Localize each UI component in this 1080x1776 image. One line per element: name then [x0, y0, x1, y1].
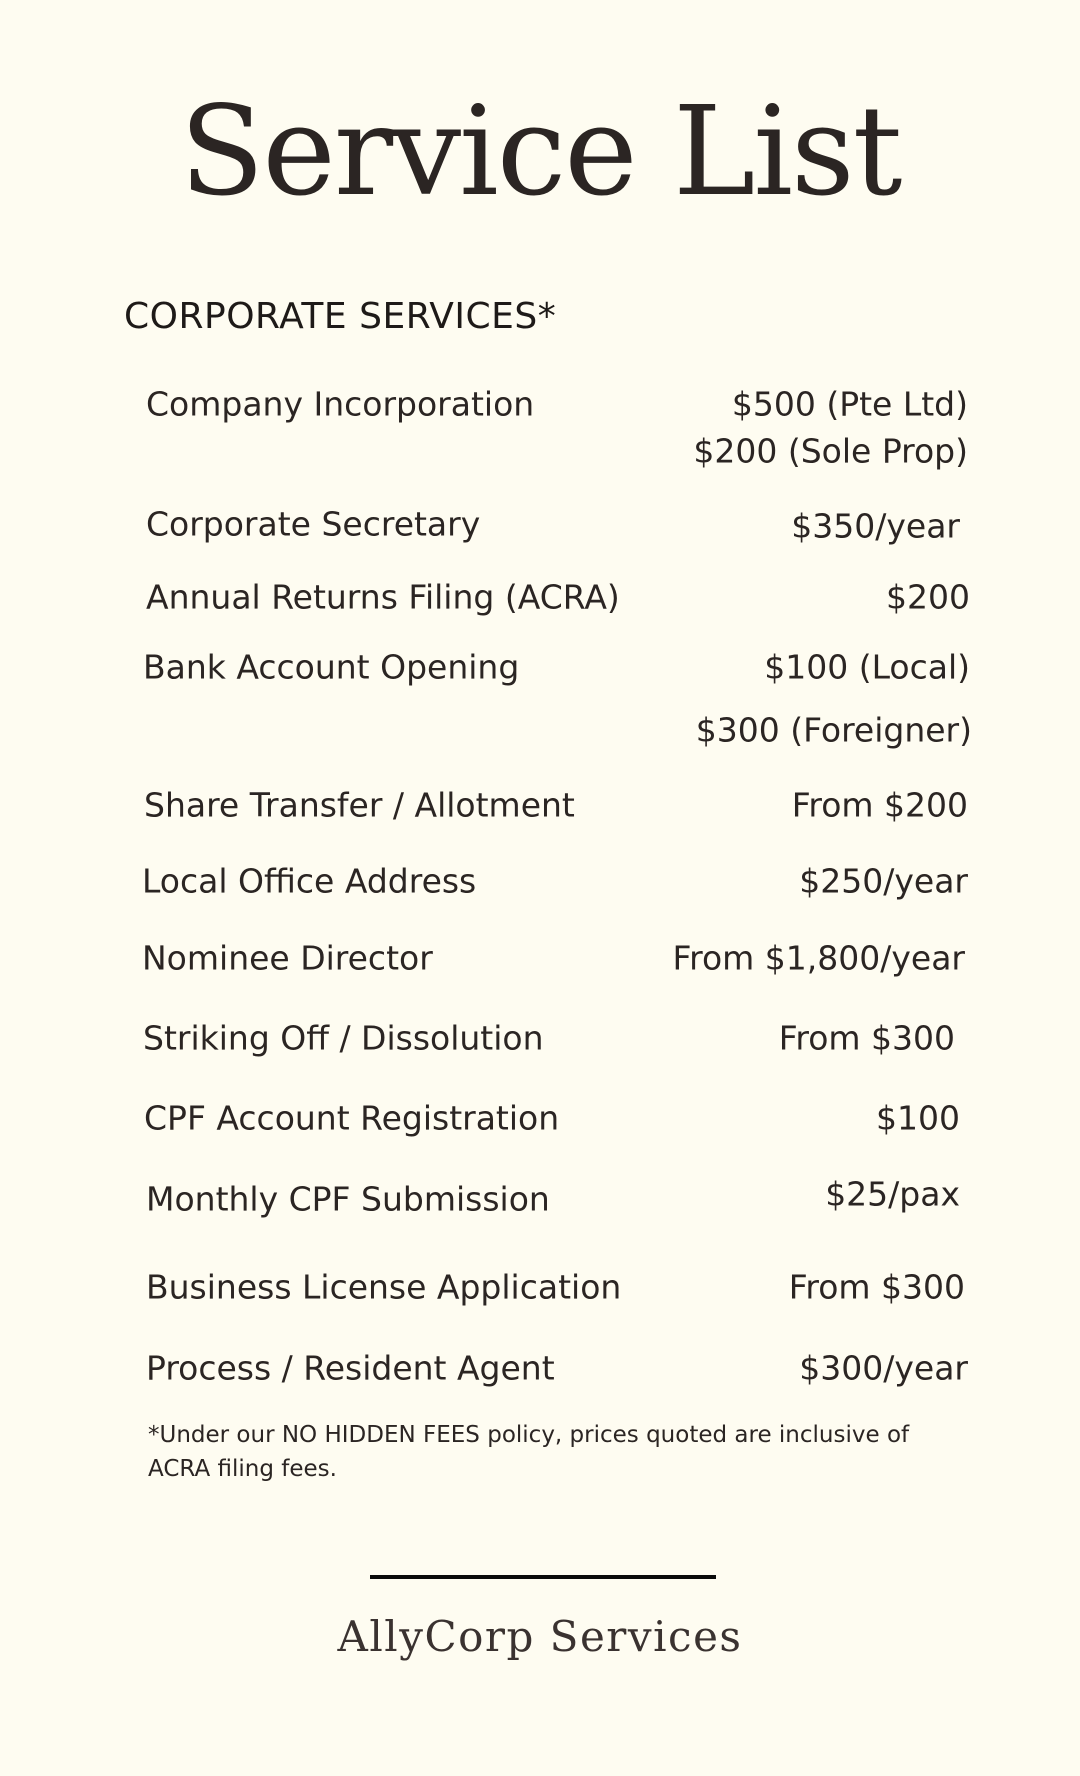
service-price: From $200	[791, 785, 968, 825]
service-price: $200	[886, 577, 970, 617]
service-name: Corporate Secretary	[146, 504, 481, 544]
service-name: Process / Resident Agent	[146, 1348, 555, 1388]
page-title: Service List	[179, 80, 902, 224]
service-name: Striking Off / Dissolution	[143, 1018, 544, 1058]
brand-name: AllyCorp Services	[337, 1612, 743, 1661]
service-name: Monthly CPF Submission	[146, 1179, 550, 1219]
service-price: $300 (Foreigner)	[695, 710, 972, 750]
service-name: Nominee Director	[142, 938, 433, 978]
service-price: $250/year	[799, 861, 968, 901]
service-price: $500 (Pte Ltd)	[731, 384, 968, 424]
service-name: Annual Returns Filing (ACRA)	[146, 577, 620, 617]
service-name: Share Transfer / Allotment	[144, 785, 575, 825]
service-price: $350/year	[791, 506, 960, 546]
service-price: $200 (Sole Prop)	[693, 431, 968, 471]
service-price: From $300	[788, 1267, 965, 1307]
service-name: CPF Account Registration	[144, 1098, 560, 1138]
service-price: From $1,800/year	[672, 938, 965, 978]
service-name: Business License Application	[146, 1267, 622, 1307]
footnote: *Under our NO HIDDEN FEES policy, prices…	[148, 1422, 910, 1482]
service-price: $25/pax	[825, 1174, 960, 1214]
service-name: Local Office Address	[142, 861, 477, 901]
service-price: $100 (Local)	[764, 647, 970, 687]
section-heading: CORPORATE SERVICES*	[124, 296, 557, 337]
service-price: $300/year	[799, 1348, 968, 1388]
service-name: Bank Account Opening	[143, 647, 520, 687]
service-name: Company Incorporation	[146, 384, 535, 424]
service-price: $100	[876, 1098, 960, 1138]
service-price: From $300	[778, 1018, 955, 1058]
divider	[370, 1575, 716, 1579]
